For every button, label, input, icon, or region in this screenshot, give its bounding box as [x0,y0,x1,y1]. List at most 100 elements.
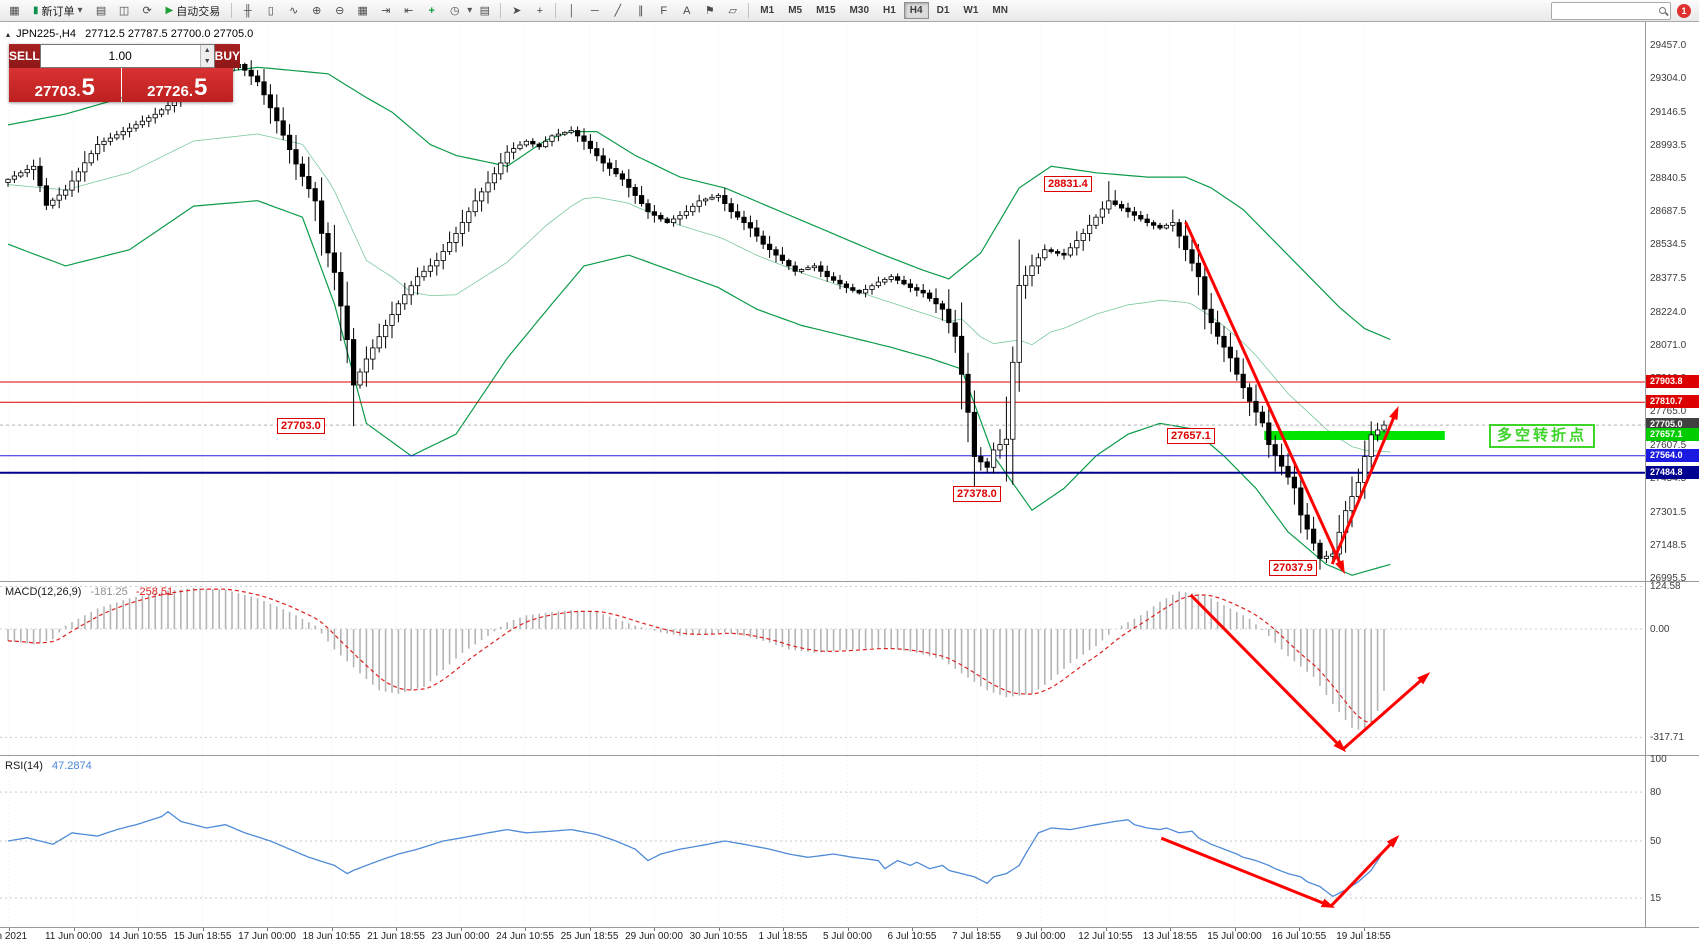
price-chart-panel[interactable]: ▴ JPN225-,H4 27712.5 27787.5 27700.0 277… [0,22,1699,584]
zoom-in-icon[interactable]: ⊕ [312,5,322,17]
time-label: 5 Jul 00:00 [823,931,872,942]
price-level-badge: 27810.7 [1646,395,1699,408]
tf-mn[interactable]: MN [986,2,1014,19]
tf-w1[interactable]: W1 [957,2,984,19]
time-tick [783,928,784,931]
trend-arrow[interactable] [1330,406,1399,565]
price-callout[interactable]: 27037.9 [1269,560,1317,576]
price-tick-label: 26995.5 [1650,573,1687,584]
tf-d1[interactable]: D1 [931,2,956,19]
profiles-icon[interactable]: ▤ [95,5,107,17]
trendline-icon[interactable]: ╱ [614,5,622,17]
fibonacci-icon[interactable]: F [660,4,668,17]
price-axis[interactable]: 29457.0 29304.0 29146.5 28993.5 28840.5 28687… [1645,22,1699,584]
trend-arrow[interactable] [1184,221,1345,575]
chart-shift-icon[interactable]: ⇤ [404,5,414,17]
zoom-out-icon[interactable]: ⊖ [335,5,345,17]
horizontal-line-icon[interactable]: ─ [590,4,599,17]
rsi-axis[interactable]: 100 80 50 15 [1645,754,1699,927]
trend-arrow[interactable] [1189,593,1347,753]
templates-icon[interactable]: ▤ [479,5,490,17]
play-icon: ▶ [165,5,174,16]
price-tick-label: 28840.5 [1650,173,1687,184]
tf-m1[interactable]: M1 [754,2,780,19]
collapse-arrow-icon[interactable]: ▴ [6,30,11,39]
time-label: 24 Jun 10:55 [496,931,554,942]
trend-arrow[interactable] [1342,672,1431,751]
lot-decrease-button[interactable]: ▼ [200,56,214,67]
price-tick-label: 28687.5 [1650,206,1687,217]
price-callout[interactable]: 27378.0 [953,486,1001,502]
line-chart-icon[interactable]: ∿ [289,5,299,17]
new-order-button[interactable]: ▮ 新订单 ▾ [27,2,89,19]
shapes-icon[interactable]: ▱ [728,5,738,17]
time-label: 1 Jul 18:55 [758,931,808,942]
channel-icon[interactable]: ∥ [638,5,644,17]
periods-caret-icon[interactable]: ▾ [467,5,473,16]
macd-panel[interactable]: MACD(12,26,9) -181.25 -258.51 124.58 0.00… [0,581,1699,755]
time-label: 16 Jul 10:55 [1271,931,1327,942]
tf-h1[interactable]: H1 [877,2,902,19]
price-tick-label: 29146.5 [1650,107,1687,118]
tf-m15[interactable]: M15 [810,2,841,19]
autotrade-button[interactable]: ▶ 自动交易 [160,2,227,19]
turning-point-label[interactable]: 多空转折点 [1489,424,1596,448]
price-callout[interactable]: 27657.1 [1167,428,1215,444]
time-axis[interactable]: un 2021 11 Jun 00:00 14 Jun 10:55 15 Jun 18… [0,927,1699,944]
lot-increase-button[interactable]: ▲ [200,45,214,56]
tf-h4[interactable]: H4 [903,2,929,19]
auto-scroll-icon[interactable]: ⇥ [381,5,391,17]
macd-axis[interactable]: 124.58 0.00 -317.71 [1645,581,1699,755]
buy-price-big-digit: 5 [194,74,208,101]
tf-m5[interactable]: M5 [782,2,808,19]
macd-axis-label: -317.71 [1650,732,1684,743]
price-tick-label: 29304.0 [1650,73,1687,84]
search-input[interactable] [1555,4,1657,17]
price-tick-label: 28993.5 [1650,140,1687,151]
label-tool-icon[interactable]: ⚑ [704,5,715,17]
notification-badge[interactable]: 1 [1677,3,1691,18]
time-tick [138,928,139,931]
time-tick [331,928,333,931]
trend-arrow[interactable] [1160,836,1336,908]
vertical-line-icon[interactable]: │ [568,4,576,17]
text-tool-icon[interactable]: A [683,4,691,17]
time-label: 6 Jul 10:55 [887,931,937,942]
buy-price-main: 27726. [147,83,194,100]
rsi-value: 47.2874 [51,760,92,772]
tile-windows-icon[interactable]: ▦ [357,5,368,17]
cursor-icon[interactable]: ➤ [512,5,522,17]
trend-arrow[interactable] [1329,834,1400,908]
tf-m30[interactable]: M30 [844,2,875,19]
bar-chart-icon[interactable]: ╫ [243,4,252,17]
price-level-badge: 27705.0 [1646,418,1699,431]
buy-price-button[interactable]: 27726. 5 [121,68,233,102]
sell-price-button[interactable]: 27703. 5 [9,68,121,102]
refresh-icon[interactable]: ⟳ [142,5,152,17]
time-tick [1234,928,1236,931]
indicators-icon[interactable]: + [428,4,435,17]
time-tick [525,928,526,931]
buy-button[interactable]: BUY [214,44,241,68]
charts-cascade-icon[interactable]: ◫ [118,5,130,17]
time-tick [202,928,204,931]
price-tick-label: 27301.5 [1650,507,1687,518]
new-chart-icon[interactable]: ▦ [9,5,20,17]
periods-icon[interactable]: ◷ [449,5,460,17]
candlestick-chart-icon[interactable]: ▯ [267,5,274,17]
lot-size-input[interactable] [40,48,200,64]
macd-main-value: -181.25 [90,586,128,598]
price-callout[interactable]: 28831.4 [1044,176,1092,192]
toolbar: ▦ ▮ 新订单 ▾ ▤ ◫ ⟳ ▶ 自动交易 ╫ ▯ ∿ ⊕ ⊖ ▦ ⇥ ⇤ +… [0,0,1699,22]
turning-point-zone[interactable] [1264,431,1445,440]
time-label: 17 Jun 00:00 [238,931,296,942]
search-box[interactable] [1551,1,1671,20]
time-label: 9 Jul 00:00 [1016,931,1066,942]
sell-button[interactable]: SELL [9,44,40,68]
macd-label: MACD(12,26,9) -181.25 -258.51 [5,586,173,598]
time-label: 15 Jul 00:00 [1207,931,1262,942]
rsi-panel[interactable]: RSI(14) 47.2874 100 80 50 15 [0,754,1699,927]
crosshair-icon[interactable]: + [536,4,543,17]
price-callout[interactable]: 27703.0 [277,418,325,434]
rsi-axis-label: 50 [1650,836,1662,847]
